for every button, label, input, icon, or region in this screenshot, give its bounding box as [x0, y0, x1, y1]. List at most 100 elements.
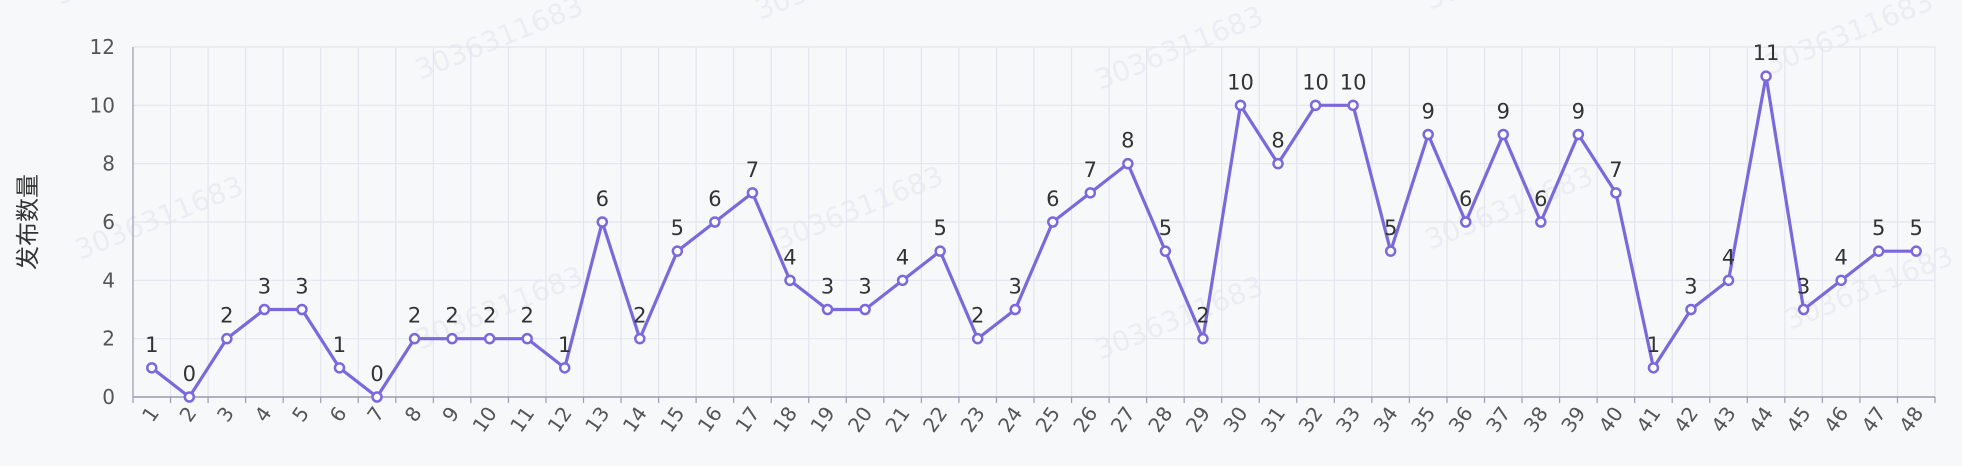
data-label: 6	[1534, 187, 1547, 211]
data-label: 10	[1340, 70, 1367, 94]
data-label: 3	[858, 275, 871, 299]
data-label: 7	[746, 158, 759, 182]
data-point	[521, 332, 533, 345]
data-point	[1009, 303, 1021, 316]
data-point	[1309, 99, 1322, 112]
x-tick-label: 26	[1068, 402, 1102, 437]
data-point	[1760, 70, 1772, 82]
x-tick-label: 39	[1556, 402, 1590, 437]
data-label: 5	[1872, 216, 1885, 240]
x-tick-label: 22	[918, 402, 952, 437]
data-label: 3	[295, 275, 308, 299]
data-label: 4	[783, 245, 796, 269]
data-label: 2	[483, 304, 496, 328]
data-label: 4	[1722, 245, 1735, 269]
x-tick-label: 45	[1781, 402, 1815, 437]
data-point	[1159, 245, 1172, 257]
y-tick-label: 0	[102, 385, 115, 409]
x-tick-label: 14	[618, 402, 652, 437]
x-tick-label: 19	[805, 402, 839, 437]
data-label: 10	[1302, 70, 1329, 94]
data-point	[1084, 187, 1097, 199]
x-tick-label: 36	[1444, 402, 1478, 437]
y-tick-label: 4	[102, 268, 115, 292]
watermark-text: 3036311683	[70, 169, 248, 266]
data-point	[1685, 303, 1697, 316]
series-line	[150, 74, 1917, 399]
data-label: 1	[145, 333, 158, 357]
x-tick-label: 24	[993, 402, 1027, 437]
data-point	[1497, 128, 1510, 141]
x-tick-label: 23	[956, 402, 990, 437]
data-label: 2	[408, 304, 421, 328]
x-tick-label: 5	[287, 402, 314, 426]
y-tick-label: 2	[102, 327, 115, 351]
data-point	[258, 303, 271, 316]
x-tick-label: 30	[1218, 402, 1252, 437]
data-label: 2	[1196, 304, 1209, 328]
x-tick-label: 12	[543, 402, 577, 437]
data-label: 3	[1797, 275, 1810, 299]
x-tick-label: 35	[1406, 402, 1440, 437]
y-tick-labels: 0 2 4 6 8 10 12	[90, 35, 115, 409]
x-tick-label: 34	[1368, 402, 1402, 437]
watermark-text: 3036311683	[410, 0, 588, 86]
data-point	[146, 362, 158, 374]
y-tick-label: 10	[90, 93, 115, 117]
x-tick-label: 7	[362, 402, 389, 426]
data-point	[1234, 99, 1247, 112]
x-tick-label: 41	[1631, 402, 1665, 437]
data-label: 10	[1227, 70, 1254, 94]
x-tick-label: 43	[1706, 402, 1740, 437]
x-tick-label: 38	[1519, 402, 1553, 437]
data-label: 9	[1422, 100, 1435, 124]
data-label: 7	[1609, 158, 1622, 182]
data-label: 5	[671, 216, 684, 240]
x-tick-label: 17	[730, 402, 764, 437]
data-label: 9	[1497, 100, 1510, 124]
x-tick-label: 33	[1331, 402, 1365, 437]
x-tick-label: 11	[505, 402, 539, 437]
data-point	[483, 332, 496, 345]
x-tick-label: 13	[580, 402, 614, 437]
data-label: 1	[558, 333, 571, 357]
data-label: 5	[1910, 216, 1923, 240]
data-point	[1272, 157, 1284, 170]
data-label: 7	[1084, 158, 1097, 182]
watermark-text: 3036311683	[1760, 0, 1938, 81]
x-tick-label: 8	[400, 402, 427, 426]
grid-layer	[132, 46, 1936, 398]
data-label: 3	[258, 275, 271, 299]
x-tick-label: 27	[1106, 402, 1140, 437]
data-label: 2	[633, 304, 646, 328]
x-tick-label: 10	[467, 402, 501, 437]
data-point	[1610, 187, 1622, 199]
axis-layer	[132, 47, 1936, 403]
data-point	[183, 391, 196, 403]
data-point	[408, 332, 421, 345]
data-label: 5	[933, 216, 946, 240]
data-point	[671, 245, 684, 257]
data-label: 8	[1271, 129, 1284, 153]
x-tick-labels: 1 2 3 4 5 6 7 8 9 10 11 12 13 14 15 16 17 18 19 20 21 22 23 24 2…	[137, 402, 1928, 437]
data-point	[333, 362, 346, 374]
x-tick-label: 32	[1293, 402, 1327, 437]
data-label: 6	[1459, 187, 1472, 211]
x-tick-label: 48	[1894, 402, 1928, 437]
x-tick-label: 25	[1031, 402, 1065, 437]
x-tick-label: 20	[843, 402, 877, 437]
data-label: 1	[1647, 333, 1660, 357]
data-point	[1047, 216, 1059, 228]
data-label: 9	[1572, 100, 1585, 124]
x-tick-label: 31	[1256, 402, 1290, 437]
data-point	[1797, 303, 1810, 316]
data-label: 6	[596, 187, 609, 211]
data-label: 4	[1834, 245, 1847, 269]
data-label: 5	[1384, 216, 1397, 240]
data-point	[746, 187, 759, 199]
watermark-text: 3036311683	[50, 0, 228, 11]
x-tick-label: 9	[437, 402, 464, 426]
data-label: 8	[1121, 129, 1134, 153]
data-label: 2	[971, 304, 984, 328]
